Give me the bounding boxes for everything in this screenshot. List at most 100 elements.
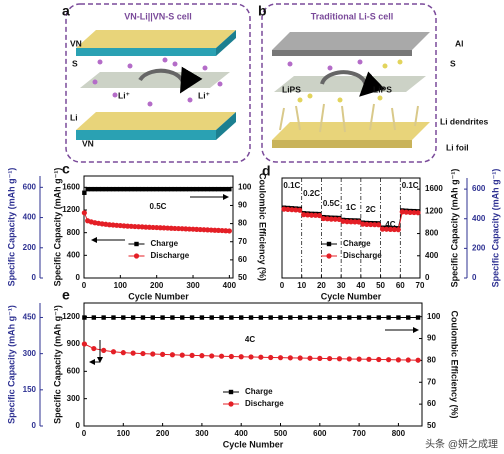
- data-point: [366, 356, 372, 362]
- schematic-label: Li dendrites: [440, 116, 488, 126]
- schematic-label: S: [450, 58, 456, 68]
- y3-tick-label: 450: [23, 313, 37, 322]
- data-point: [385, 357, 392, 363]
- schematic-title: Traditional Li-S cell: [311, 11, 394, 21]
- data-point: [101, 315, 106, 320]
- y2-tick-label: 60: [238, 255, 247, 264]
- data-point: [336, 356, 343, 362]
- watermark: 头条 @妍之成理: [425, 438, 498, 451]
- data-point: [320, 215, 326, 222]
- data-point: [376, 222, 382, 228]
- y3-axis-label: Specific Capacity (mAh g⁻¹): [490, 169, 500, 288]
- data-point: [92, 186, 98, 192]
- data-point: [169, 352, 176, 358]
- data-point: [316, 212, 323, 219]
- data-point: [396, 315, 401, 320]
- data-point: [328, 216, 334, 222]
- y-tick-label: 1600: [62, 182, 80, 191]
- data-point: [111, 315, 116, 320]
- data-point: [277, 355, 284, 361]
- data-point: [258, 354, 264, 360]
- data-point: [136, 186, 141, 192]
- data-point: [268, 315, 273, 320]
- x-tick-label: 800: [392, 429, 406, 438]
- y3-tick-label: 300: [23, 349, 37, 358]
- data-point: [223, 186, 228, 192]
- data-point: [248, 315, 254, 320]
- plot-frame: [281, 177, 421, 279]
- legend-marker: [326, 253, 332, 259]
- y2-tick-label: 100: [238, 182, 252, 191]
- x-tick-label: 600: [313, 429, 327, 438]
- data-point: [346, 356, 352, 362]
- x-tick-label: 700: [352, 429, 366, 438]
- data-point: [372, 222, 378, 228]
- x-axis-label: Cycle Number: [223, 439, 284, 449]
- y2-tick-label: 90: [238, 201, 247, 210]
- data-point: [201, 186, 207, 192]
- data-point: [114, 186, 119, 192]
- panel-label: e: [62, 287, 70, 303]
- data-point: [239, 315, 244, 320]
- data-point: [103, 186, 109, 192]
- data-point: [307, 315, 313, 320]
- panel-label: b: [258, 3, 267, 19]
- data-point: [150, 351, 156, 357]
- annotation: 4C: [385, 220, 395, 229]
- data-point: [187, 186, 192, 192]
- annotation: 0.5C: [150, 202, 167, 211]
- y-tick-label: 300: [67, 394, 81, 403]
- data-point: [327, 355, 333, 362]
- data-point: [293, 207, 299, 213]
- x-axis-label: Cycle Number: [128, 291, 189, 301]
- data-point: [216, 186, 221, 192]
- data-point: [180, 315, 185, 320]
- data-point: [376, 315, 381, 320]
- y2-tick-label: 90: [427, 334, 436, 343]
- y2-tick-label: 100: [427, 312, 441, 321]
- data-point: [411, 209, 417, 216]
- data-point: [406, 315, 411, 320]
- data-point: [288, 315, 293, 320]
- data-point: [219, 186, 225, 192]
- legend-marker: [326, 241, 332, 247]
- y3-tick-label: 600: [472, 184, 486, 193]
- y2-tick-label: 50: [427, 421, 436, 430]
- data-point: [150, 186, 156, 192]
- data-point: [121, 315, 126, 320]
- data-point: [387, 226, 394, 232]
- data-point: [212, 186, 218, 192]
- x-tick-label: 40: [356, 281, 365, 290]
- data-point: [158, 186, 163, 192]
- data-point: [297, 207, 303, 213]
- data-point: [219, 315, 224, 320]
- data-point: [205, 186, 210, 192]
- data-point: [391, 226, 397, 233]
- data-point: [347, 315, 352, 320]
- data-point: [194, 186, 199, 192]
- legend-marker: [134, 241, 139, 247]
- y3-tick-label: 400: [472, 214, 486, 223]
- data-point: [150, 315, 155, 320]
- data-point: [226, 228, 232, 234]
- annotation: 4C: [245, 335, 255, 344]
- data-point: [160, 351, 166, 357]
- data-point: [376, 356, 382, 363]
- data-point: [301, 212, 307, 218]
- data-point: [336, 216, 342, 222]
- legend-marker: [228, 389, 234, 395]
- y3-tick-label: 150: [23, 385, 37, 394]
- x-tick-label: 500: [274, 429, 288, 438]
- data-point: [360, 221, 366, 227]
- data-point: [332, 216, 338, 222]
- data-point: [248, 354, 254, 360]
- data-point: [91, 315, 97, 320]
- data-point: [368, 221, 374, 228]
- x-tick-label: 300: [186, 281, 200, 290]
- data-point: [189, 315, 195, 320]
- y2-axis-label: Coulombic Efficiency (%): [258, 173, 268, 281]
- data-point: [386, 315, 391, 320]
- y2-tick-label: 70: [427, 377, 436, 386]
- x-tick-label: 10: [297, 281, 306, 290]
- data-point: [99, 186, 105, 192]
